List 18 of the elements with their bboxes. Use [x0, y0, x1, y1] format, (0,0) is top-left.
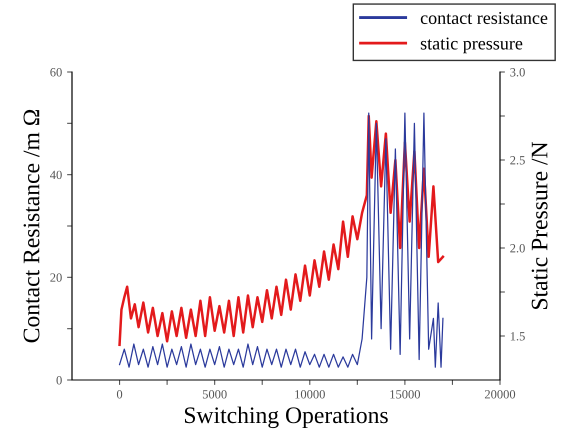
legend-label: static pressure [420, 37, 522, 54]
x-tick-label: 10000 [295, 390, 325, 399]
x-tick-label: 0 [116, 390, 122, 399]
y-tick-label: 40 [50, 170, 62, 180]
y2-tick-label: 1.5 [510, 332, 525, 341]
y-tick-label: 60 [50, 68, 62, 76]
y-tick-label: 20 [50, 273, 62, 282]
y2-tick-label: 2.0 [510, 244, 525, 253]
y-axis-title: Contact Resistance /m Ω [24, 110, 40, 342]
y2-tick-label: 3.0 [510, 68, 525, 77]
x-axis-title: Switching Operations [184, 406, 388, 428]
x-tick-label: 5000 [202, 390, 227, 399]
x-tick-label: 20000 [484, 390, 516, 399]
y2-axis-title: Static Pressure /N [532, 142, 548, 310]
legend-label: contact resistance [420, 12, 548, 24]
y2-tick-label: 2.5 [510, 156, 525, 165]
x-tick-label: 15000 [390, 390, 420, 399]
y-tick-label: 0 [56, 376, 62, 384]
